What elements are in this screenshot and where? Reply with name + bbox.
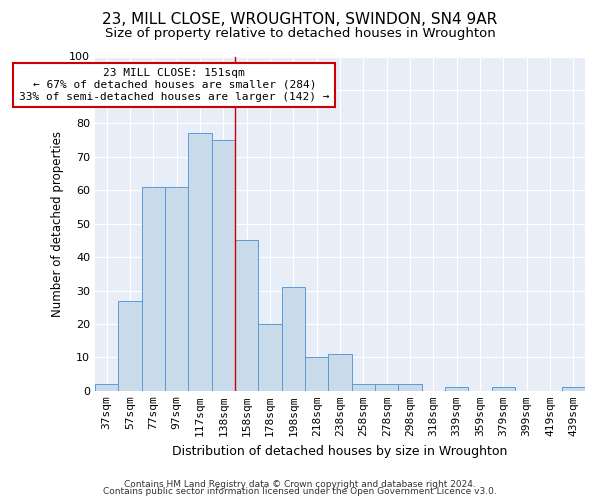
Text: 23 MILL CLOSE: 151sqm
← 67% of detached houses are smaller (284)
33% of semi-det: 23 MILL CLOSE: 151sqm ← 67% of detached … (19, 68, 329, 102)
Text: Contains public sector information licensed under the Open Government Licence v3: Contains public sector information licen… (103, 487, 497, 496)
Text: Contains HM Land Registry data © Crown copyright and database right 2024.: Contains HM Land Registry data © Crown c… (124, 480, 476, 489)
Bar (398, 384, 422, 391)
Bar (305, 358, 328, 391)
Bar (188, 134, 212, 391)
Text: Size of property relative to detached houses in Wroughton: Size of property relative to detached ho… (104, 28, 496, 40)
Bar (375, 384, 398, 391)
Bar (281, 287, 305, 391)
Bar (212, 140, 235, 391)
Bar (328, 354, 352, 391)
Text: 23, MILL CLOSE, WROUGHTON, SWINDON, SN4 9AR: 23, MILL CLOSE, WROUGHTON, SWINDON, SN4 … (103, 12, 497, 28)
Bar (445, 388, 469, 391)
Y-axis label: Number of detached properties: Number of detached properties (50, 130, 64, 316)
Bar (491, 388, 515, 391)
Bar (235, 240, 259, 391)
Bar (118, 300, 142, 391)
Bar (259, 324, 281, 391)
Bar (95, 384, 118, 391)
Bar (165, 187, 188, 391)
Bar (142, 187, 165, 391)
X-axis label: Distribution of detached houses by size in Wroughton: Distribution of detached houses by size … (172, 444, 508, 458)
Bar (352, 384, 375, 391)
Bar (562, 388, 585, 391)
